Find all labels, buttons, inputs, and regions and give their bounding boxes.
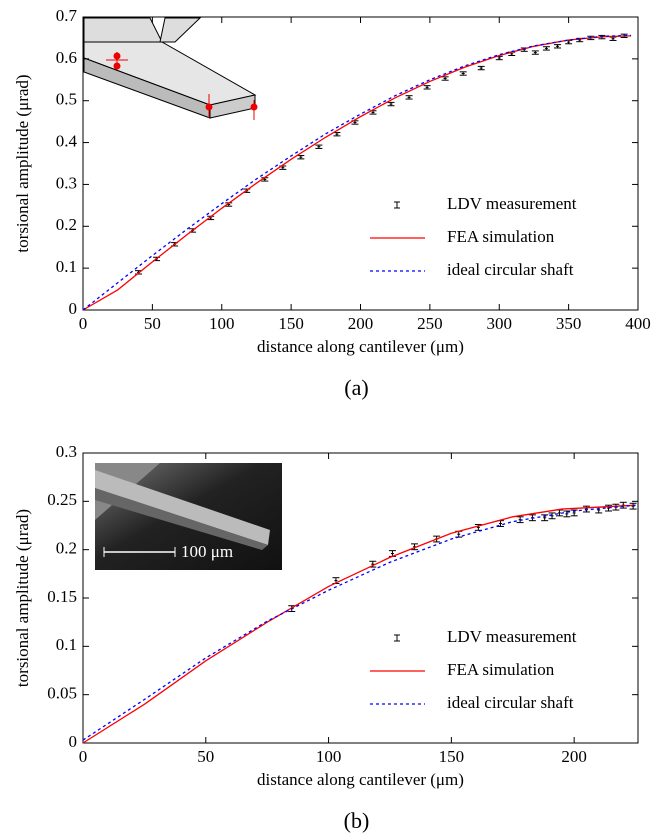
x-tick-label: 350: [556, 314, 582, 333]
error-point: [563, 510, 571, 518]
y-tick-label: 0.6: [56, 48, 77, 67]
error-point: [423, 85, 431, 90]
error-point: [629, 502, 637, 510]
series-line: [82, 504, 636, 744]
y-tick-label: 0.1: [56, 635, 77, 654]
x-tick-label: 250: [417, 314, 443, 333]
x-tick-label: 50: [144, 314, 161, 333]
x-tick-label: 0: [79, 747, 88, 766]
x-tick-label: 150: [439, 747, 465, 766]
inset-image: 100 μm: [95, 463, 282, 570]
legend-label: ideal circular shaft: [447, 260, 574, 279]
error-point: [297, 155, 305, 160]
error-point: [609, 36, 617, 41]
legend-label: LDV measurement: [447, 194, 577, 213]
y-tick-label: 0.2: [56, 215, 77, 234]
x-tick-label: 0: [79, 314, 88, 333]
legend-label: ideal circular shaft: [447, 693, 574, 712]
y-axis-label: torsional amplitude (μrad): [13, 509, 32, 687]
error-point: [595, 506, 603, 514]
panel-label: (b): [344, 808, 370, 833]
y-tick-label: 0.7: [56, 6, 78, 25]
y-tick-label: 0: [69, 299, 78, 318]
y-axis-label: torsional amplitude (μrad): [13, 74, 32, 252]
error-point: [542, 46, 550, 51]
error-point: [405, 95, 413, 100]
x-tick-label: 100: [209, 314, 235, 333]
y-tick-label: 0.25: [47, 490, 77, 509]
chart: 0 50 100 150 200 250 300 350 400 0 0.1 0.2 0.3 0.4 0.5…: [13, 6, 651, 400]
series-line: [82, 35, 632, 311]
x-tick-label: 150: [278, 314, 304, 333]
legend-label: LDV measurement: [447, 627, 577, 646]
x-axis-label: distance along cantilever (μm): [257, 337, 464, 356]
x-axis-label: distance along cantilever (μm): [257, 770, 464, 789]
error-point: [477, 65, 485, 71]
error-point: [548, 512, 556, 520]
x-tick-label: 200: [561, 747, 587, 766]
x-tick-label: 100: [316, 747, 342, 766]
y-tick-label: 0.3: [56, 173, 77, 192]
y-tick-label: 0.05: [47, 684, 77, 703]
y-tick-label: 0.2: [56, 539, 77, 558]
y-tick-label: 0.15: [47, 587, 77, 606]
error-point: [531, 50, 539, 55]
x-tick-label: 50: [197, 747, 214, 766]
inset-drawing: [83, 17, 258, 120]
y-tick-label: 0.4: [56, 131, 78, 150]
x-tick-label: 400: [625, 314, 651, 333]
panel-label: (a): [344, 375, 368, 400]
y-tick-label: 0.1: [56, 257, 77, 276]
error-point: [387, 101, 395, 107]
y-tick-label: 0.5: [56, 90, 77, 109]
series-line: [82, 504, 636, 741]
error-point: [459, 71, 467, 76]
scale-bar-label: 100 μm: [181, 542, 233, 561]
y-tick-label: 0: [69, 732, 78, 751]
chart: 0 50 100 150 200 0 0.05 0.1 0.15 0.2 0.25 0.3 distan…: [13, 442, 639, 833]
x-tick-label: 300: [487, 314, 513, 333]
legend-label: FEA simulation: [447, 227, 555, 246]
legend-label: FEA simulation: [447, 660, 555, 679]
error-point: [333, 132, 341, 137]
y-tick-label: 0.3: [56, 442, 77, 461]
x-tick-label: 200: [348, 314, 374, 333]
error-point: [441, 76, 449, 81]
error-point: [554, 44, 562, 49]
error-point: [315, 144, 323, 149]
